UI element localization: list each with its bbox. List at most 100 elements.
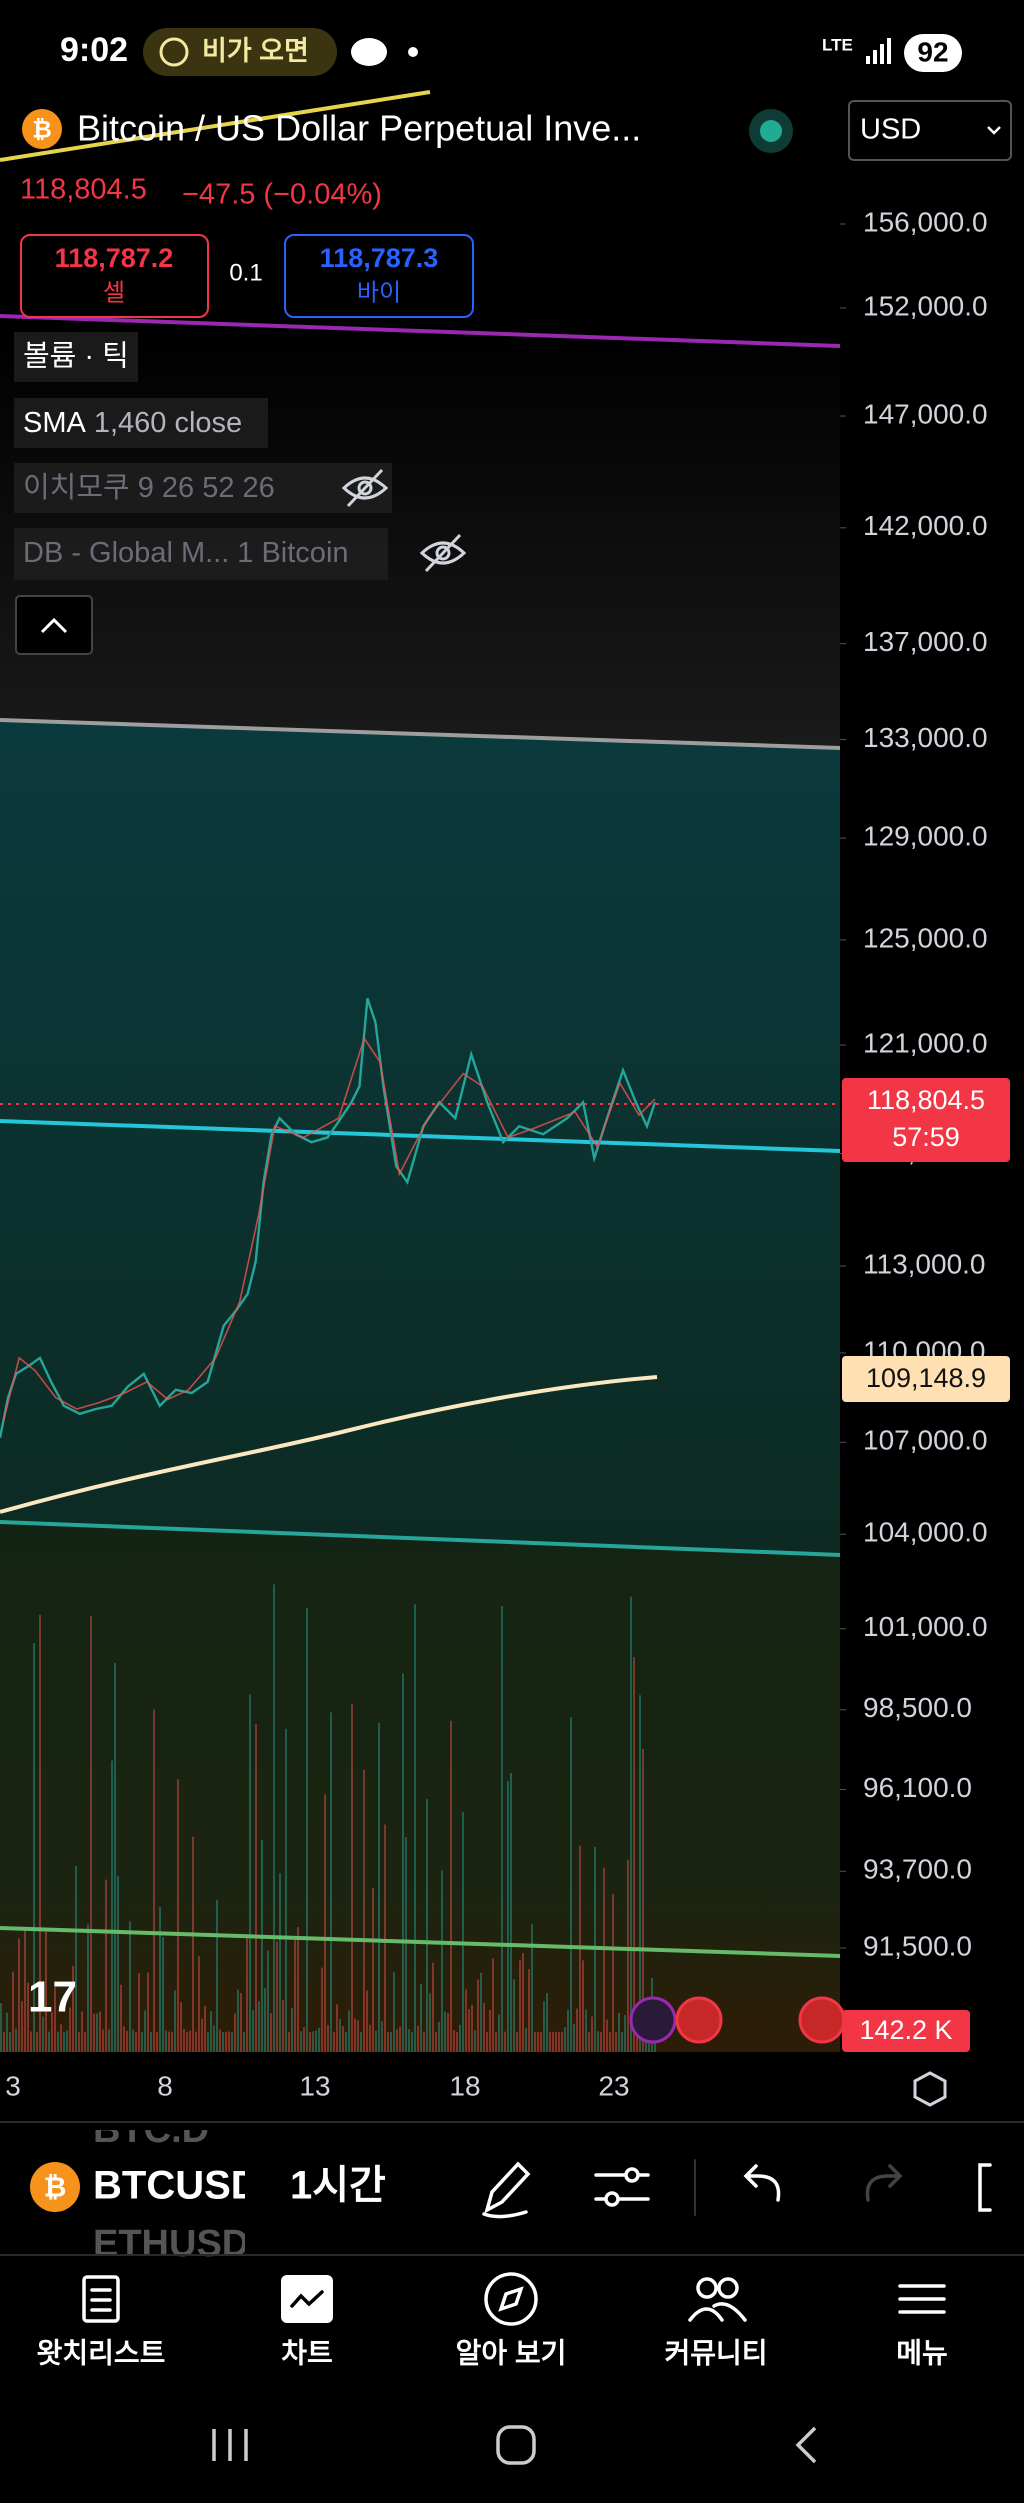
signal-icon <box>866 38 891 64</box>
volume-bar <box>351 1703 353 2052</box>
currency: USD <box>860 114 921 146</box>
buy-button[interactable] <box>284 234 474 318</box>
price-tick-label: 152,000.0 <box>863 290 988 321</box>
battery <box>904 34 962 72</box>
volume-bar <box>192 1836 194 2052</box>
volume-bar <box>186 2031 188 2052</box>
volume-bar <box>570 1717 572 2052</box>
volume-bar <box>42 2016 44 2052</box>
indicator-row[interactable] <box>14 528 388 580</box>
back[interactable] <box>795 2426 817 2464</box>
volume-bar <box>177 1779 179 2052</box>
volume-bar <box>504 2031 506 2052</box>
indicator-row[interactable] <box>14 398 268 448</box>
volume-bar <box>210 2011 212 2052</box>
volume-bar <box>18 1938 20 2052</box>
volume-bar <box>516 2031 518 2052</box>
volume-bar <box>489 2009 491 2052</box>
price-series <box>0 998 657 1438</box>
volume-bar <box>195 2031 197 2052</box>
fullscreen[interactable] <box>978 2163 992 2212</box>
watchlist-icon[interactable] <box>82 2275 120 2323</box>
undo[interactable] <box>743 2164 781 2202</box>
explore-icon[interactable] <box>484 2272 538 2326</box>
settings-icon[interactable] <box>913 2071 947 2107</box>
badge-price: 118,804.5 <box>867 1085 985 1115</box>
volume-bar <box>549 2031 551 2052</box>
volume-bar <box>138 1973 140 2052</box>
price-change: −47.5 (−0.04%) <box>182 179 382 211</box>
volume-bar <box>408 2029 410 2052</box>
recent-apps[interactable] <box>212 2429 248 2461</box>
volume-bar <box>636 2027 638 2052</box>
indicator-row[interactable] <box>14 332 138 382</box>
volume-bar <box>438 2021 440 2052</box>
volume-bar <box>498 2014 500 2052</box>
volume-bar <box>201 2018 203 2052</box>
volume-bar <box>237 1989 239 2052</box>
volume-bar <box>258 2001 260 2052</box>
price-axis-bg <box>840 0 1024 2052</box>
volume-bar <box>150 2031 152 2052</box>
indicator-row[interactable] <box>14 463 392 513</box>
volume-bar <box>0 2003 2 2052</box>
drawing-line <box>0 314 840 348</box>
network: LTE <box>822 35 853 54</box>
volume-bar <box>345 2031 347 2052</box>
time-tick-label: 13 <box>299 2070 330 2101</box>
hidden-icon[interactable] <box>341 468 389 508</box>
volume-bar <box>405 1837 407 2052</box>
volume-bar <box>252 2009 254 2052</box>
volume-bar <box>69 2007 71 2052</box>
hidden-icon[interactable] <box>419 533 467 573</box>
volume-bar <box>180 2002 182 2052</box>
volume-bar <box>285 1728 287 2052</box>
volume-bar <box>144 2010 146 2052</box>
volume-bar <box>423 2031 425 2052</box>
chart-icon[interactable] <box>281 2275 333 2323</box>
sell-label: 셀 <box>103 279 125 306</box>
volume-bar <box>225 2031 227 2052</box>
indicator-params: 1 Bitcoin <box>237 537 348 569</box>
status-time: 9:02 <box>60 31 128 69</box>
draw-tool[interactable] <box>482 2161 531 2219</box>
volume-bar <box>30 2031 32 2052</box>
market-status-dot <box>760 120 782 142</box>
volume-bar <box>33 1643 35 2052</box>
bg <box>0 1522 840 2052</box>
community-icon[interactable] <box>688 2277 747 2322</box>
volume-bar <box>510 1773 512 2052</box>
volume-bar <box>39 1614 41 2052</box>
volume-bar <box>207 2032 209 2052</box>
currency-select[interactable] <box>848 100 1012 161</box>
event-icon[interactable] <box>798 1996 846 2044</box>
badge-sma: 109,148.9 <box>866 1363 986 1393</box>
menu-icon[interactable] <box>898 2284 946 2314</box>
sell-button[interactable] <box>20 234 209 318</box>
volume-bar <box>234 2013 236 2052</box>
symbol-title[interactable]: Bitcoin / US Dollar Perpetual Inve... <box>77 108 641 149</box>
home[interactable] <box>496 2425 536 2465</box>
event-icon[interactable] <box>629 1996 677 2044</box>
spread: 0.1 <box>229 259 262 286</box>
time-tick-label: 23 <box>598 2070 629 2101</box>
volume-bar <box>495 2031 497 2052</box>
indicator-label: 이치모쿠 9 26 52 26 <box>23 472 275 504</box>
buy-label: 바이 <box>357 279 401 306</box>
volume-bar <box>465 1989 467 2052</box>
symbol-switcher[interactable]: BTC.D BTCUSD ETHUSD <box>93 2109 260 2265</box>
price-tick-label: 142,000.0 <box>863 510 988 541</box>
volume-bar <box>6 2012 8 2052</box>
volume-bar <box>483 2002 485 2052</box>
indicator-label: SMA 1,460 close <box>23 407 242 439</box>
volume-bar <box>390 2031 392 2052</box>
volume-bar <box>387 2031 389 2052</box>
redo <box>865 2164 903 2202</box>
settings-tool[interactable] <box>594 2167 650 2207</box>
volume-bar <box>228 2031 230 2052</box>
collapse-button[interactable] <box>15 595 93 655</box>
event-icon[interactable] <box>675 1996 723 2044</box>
price-tick-label: 113,000.0 <box>863 1248 986 1279</box>
interval[interactable]: 1시간 <box>290 2164 386 2208</box>
badge-countdown: 57:59 <box>892 1122 960 1152</box>
